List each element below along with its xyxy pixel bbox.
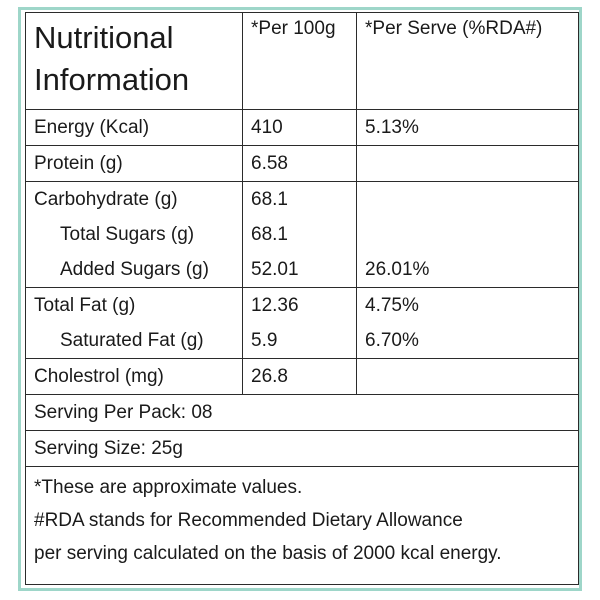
serving-per-pack-row: Serving Per Pack: 08 bbox=[25, 394, 579, 431]
row-per100: 5.9 bbox=[251, 330, 278, 351]
title-line-1: Nutritional bbox=[34, 20, 174, 55]
carb-per100-values: 68.1 68.1 52.01 bbox=[242, 181, 357, 288]
per100-header: *Per 100g bbox=[251, 18, 336, 39]
row-perserve: 5.13% bbox=[356, 109, 579, 146]
serving-per-pack: Serving Per Pack: 08 bbox=[25, 394, 579, 431]
serving-size: Serving Size: 25g bbox=[25, 430, 579, 467]
row-perserve: 26.01% bbox=[365, 259, 430, 280]
table-title: Nutritional Information bbox=[34, 14, 242, 102]
row-label: Total Sugars (g) bbox=[60, 224, 195, 245]
row-label: Saturated Fat (g) bbox=[60, 330, 204, 351]
table-row: Energy (Kcal) 410 5.13% bbox=[25, 109, 579, 146]
carb-perserve-values: 26.01% bbox=[356, 181, 579, 288]
perserve-header-cell: *Per Serve (%RDA#) bbox=[356, 12, 579, 110]
notes-row: *These are approximate values. #RDA stan… bbox=[25, 466, 579, 585]
fat-perserve-values: 4.75% 6.70% bbox=[356, 287, 579, 359]
perserve-header: *Per Serve (%RDA#) bbox=[365, 18, 543, 39]
serving-size-row: Serving Size: 25g bbox=[25, 430, 579, 467]
row-per100: 6.58 bbox=[242, 145, 357, 182]
row-per100: 68.1 bbox=[251, 224, 288, 245]
row-perserve bbox=[356, 358, 579, 395]
row-per100: 52.01 bbox=[251, 259, 299, 280]
row-label: Cholestrol (mg) bbox=[25, 358, 243, 395]
note-line-2: #RDA stands for Recommended Dietary Allo… bbox=[34, 510, 463, 531]
row-per100: 68.1 bbox=[251, 189, 288, 210]
nutrition-table: Nutritional Information *Per 100g *Per S… bbox=[25, 12, 579, 585]
row-perserve bbox=[356, 145, 579, 182]
notes-cell: *These are approximate values. #RDA stan… bbox=[25, 466, 579, 585]
title-line-2: Information bbox=[34, 62, 190, 97]
row-label: Total Fat (g) bbox=[34, 295, 136, 316]
table-row-fat-group: Total Fat (g) Saturated Fat (g) 12.36 5.… bbox=[25, 287, 579, 359]
row-label: Protein (g) bbox=[25, 145, 243, 182]
nutrition-label-frame: Nutritional Information *Per 100g *Per S… bbox=[18, 7, 582, 591]
fat-labels: Total Fat (g) Saturated Fat (g) bbox=[25, 287, 243, 359]
row-perserve: 4.75% bbox=[365, 295, 419, 316]
row-perserve bbox=[365, 183, 578, 218]
table-row: Protein (g) 6.58 bbox=[25, 145, 579, 182]
note-line-3: per serving calculated on the basis of 2… bbox=[34, 543, 502, 564]
title-cell: Nutritional Information bbox=[25, 12, 243, 110]
row-label: Added Sugars (g) bbox=[60, 259, 209, 280]
table-row-carbohydrate-group: Carbohydrate (g) Total Sugars (g) Added … bbox=[25, 181, 579, 288]
row-per100: 12.36 bbox=[251, 295, 299, 316]
row-per100: 26.8 bbox=[242, 358, 357, 395]
row-perserve bbox=[365, 217, 578, 252]
row-label: Carbohydrate (g) bbox=[34, 189, 178, 210]
header-row: Nutritional Information *Per 100g *Per S… bbox=[25, 12, 579, 110]
table-row: Cholestrol (mg) 26.8 bbox=[25, 358, 579, 395]
fat-per100-values: 12.36 5.9 bbox=[242, 287, 357, 359]
row-perserve: 6.70% bbox=[365, 330, 419, 351]
note-line-1: *These are approximate values. bbox=[34, 477, 303, 498]
row-per100: 410 bbox=[242, 109, 357, 146]
carb-labels: Carbohydrate (g) Total Sugars (g) Added … bbox=[25, 181, 243, 288]
row-label: Energy (Kcal) bbox=[25, 109, 243, 146]
per100-header-cell: *Per 100g bbox=[242, 12, 357, 110]
